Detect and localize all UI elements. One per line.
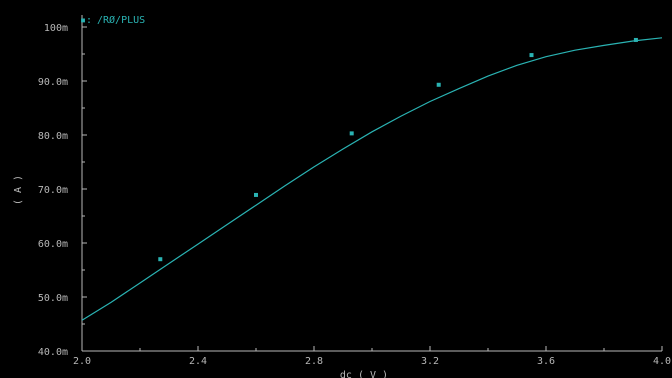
legend-label[interactable]: /RØ/PLUS [97, 14, 145, 26]
y-tick-label: 50.0m [38, 293, 68, 304]
data-point-marker[interactable] [436, 82, 441, 87]
data-point-marker[interactable] [254, 192, 258, 197]
y-tick-label: 100m [44, 23, 68, 34]
x-tick-label: 4.0 [653, 356, 671, 367]
y-tick-label: 80.0m [38, 131, 68, 142]
y-axis-title: ( A ) [13, 175, 24, 205]
y-tick-label: 70.0m [38, 185, 68, 196]
data-point-marker[interactable] [158, 257, 163, 262]
x-tick-label: 2.4 [189, 356, 207, 367]
axes: 40.0m 50.0m 60.0m 70.0m 80.0m 90.0m 100m 2.0 2.4… [38, 15, 671, 367]
x-tick-label: 3.6 [537, 356, 555, 367]
data-point-marker[interactable] [529, 53, 534, 58]
x-tick-label: 2.8 [305, 356, 323, 367]
x-axis-title: dc ( V ) [340, 370, 388, 378]
y-tick-label: 90.0m [38, 77, 68, 88]
x-tick-label: 3.2 [421, 356, 439, 367]
x-tick-label: 2.0 [73, 356, 91, 367]
trace-layer [81, 37, 663, 321]
data-point-marker[interactable] [349, 131, 354, 136]
y-tick-label: 40.0m [38, 347, 68, 358]
legend-marker: ▪: [80, 15, 92, 26]
series-line[interactable] [81, 37, 663, 321]
y-tick-label: 60.0m [38, 239, 68, 250]
data-point-marker[interactable] [633, 37, 638, 42]
